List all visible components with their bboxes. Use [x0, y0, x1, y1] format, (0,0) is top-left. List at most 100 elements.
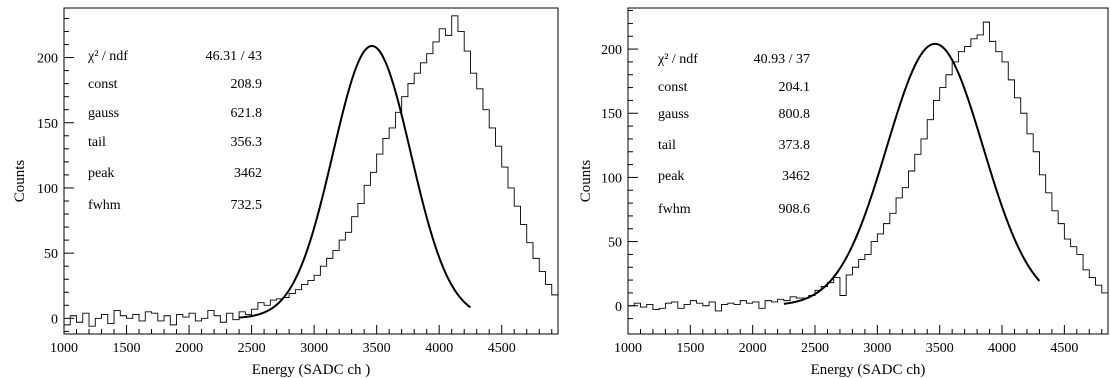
histogram-bin: [1071, 247, 1077, 306]
histogram-bin: [1033, 152, 1039, 306]
histogram-bin: [840, 295, 846, 305]
stats-label: peak: [658, 169, 684, 184]
stats-label: tail: [658, 138, 676, 153]
stats-label: χ² / ndf: [87, 49, 128, 64]
histogram-bin: [896, 198, 902, 306]
histogram-bin: [884, 224, 890, 306]
histogram-bin: [170, 318, 176, 325]
histogram-bin: [383, 138, 389, 318]
histogram-bin: [145, 312, 151, 319]
histogram-bin: [1014, 98, 1020, 306]
stats-label: tail: [88, 135, 106, 150]
histogram-bin: [977, 35, 983, 306]
histogram-bin: [320, 266, 326, 318]
x-tick-label: 3500: [926, 341, 954, 356]
stats-label: const: [658, 80, 688, 95]
y-tick-label: 200: [37, 52, 58, 67]
histogram-bin: [520, 224, 526, 318]
histogram-bin: [552, 295, 558, 318]
histogram-bin: [1102, 293, 1108, 306]
histogram-series: [64, 15, 683, 327]
histogram-bin: [89, 318, 95, 326]
stats-value: 732.5: [231, 198, 263, 213]
histogram-bin: [621, 314, 627, 318]
histogram-bin: [1089, 278, 1095, 306]
stats-value: 908.6: [779, 202, 811, 217]
x-tick-label: 1500: [113, 341, 141, 356]
histogram-bin: [464, 51, 470, 318]
histogram-bin: [345, 232, 351, 318]
histogram-bin: [671, 317, 677, 318]
histogram-bin: [208, 311, 214, 319]
histogram-bin: [452, 16, 458, 319]
histogram-bin: [477, 89, 483, 319]
histogram-bin: [564, 305, 570, 318]
histogram-bin: [333, 251, 339, 319]
histogram-bin: [771, 302, 777, 306]
histogram-bin: [220, 318, 226, 322]
histogram-bin: [1096, 285, 1102, 306]
histogram-bin: [1021, 113, 1027, 306]
histogram-bin: [189, 313, 195, 318]
histogram-bin: [283, 297, 289, 318]
histogram-bin: [495, 146, 501, 318]
x-tick-label: 1000: [50, 341, 78, 356]
stats-value: 204.1: [779, 80, 811, 95]
histogram-bin: [646, 314, 652, 318]
histogram-bin: [252, 309, 258, 318]
x-tick-label: 4500: [1050, 341, 1078, 356]
x-tick-label: 2000: [175, 341, 203, 356]
histogram-bin: [778, 299, 784, 305]
histogram-bin: [295, 290, 301, 319]
histogram-bin: [672, 302, 678, 306]
histogram-bin: [64, 318, 70, 325]
chart-panel-1: 1000 1500 2000 2500 3000 3500 4000 450005010015…: [12, 7, 683, 378]
x-tick-label: 2000: [739, 341, 767, 356]
stats-value: 46.31 / 43: [206, 49, 262, 64]
y-tick-label: 0: [51, 312, 58, 327]
histogram-bin: [589, 316, 595, 319]
histogram-bin: [859, 260, 865, 306]
histogram-bin: [583, 313, 589, 318]
y-tick-label: 50: [44, 247, 58, 262]
y-tick-label: 150: [601, 107, 622, 122]
histogram-bin: [83, 313, 89, 318]
histogram-bin: [1083, 270, 1089, 306]
histogram-bin: [389, 128, 395, 318]
stats-value: 208.9: [231, 77, 263, 92]
x-tick-label: 1500: [676, 341, 704, 356]
histogram-bin: [533, 258, 539, 318]
histogram-bin: [677, 316, 683, 319]
stats-label: const: [88, 77, 118, 92]
stats-value: 3462: [234, 166, 262, 181]
fit-curve: [783, 42, 1041, 305]
histogram-bin: [608, 316, 614, 319]
histogram-bin: [1027, 134, 1033, 306]
histogram-bin: [753, 302, 759, 306]
histogram-bin: [652, 316, 658, 319]
histogram-bin: [596, 312, 602, 319]
y-tick-label: 150: [37, 117, 58, 132]
histogram-bin: [433, 42, 439, 318]
histogram-bin: [258, 303, 264, 319]
histogram-bin: [483, 110, 489, 319]
histogram-bin: [539, 271, 545, 318]
histogram-bin: [958, 52, 964, 306]
histogram-bin: [909, 171, 915, 306]
histogram-bin: [364, 185, 370, 318]
histogram-bin: [658, 313, 664, 318]
histogram-bin: [339, 240, 345, 318]
histogram-bin: [709, 302, 715, 306]
histogram-bin: [414, 73, 420, 318]
chart-panel-2: 1000 1500 2000 2500 3000 3500 4000 4500 0 50 100 15…: [578, 7, 1109, 378]
stats-label: fwhm: [88, 198, 121, 213]
histogram-line: [628, 21, 1108, 312]
stats-label: gauss: [88, 106, 119, 121]
histogram-line: [64, 15, 558, 327]
stats-label: peak: [88, 166, 114, 181]
stats-value: 373.8: [779, 138, 811, 153]
stats-label: gauss: [658, 107, 689, 122]
x-tick-label: 2500: [801, 341, 829, 356]
histogram-bin: [502, 167, 508, 318]
